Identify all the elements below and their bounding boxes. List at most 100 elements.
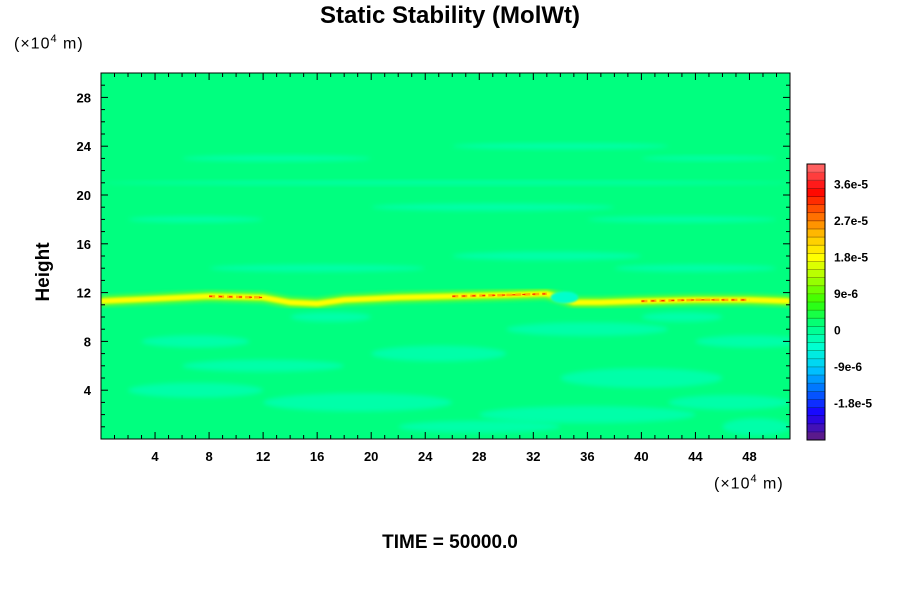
x-tick-label: 40 xyxy=(634,449,648,464)
colorbar-segment xyxy=(807,261,825,271)
colorbar-label: 3.6e-5 xyxy=(834,177,868,191)
colorbar-segment xyxy=(807,302,825,311)
negative-patch xyxy=(479,406,696,424)
colorbar-segment xyxy=(807,204,825,214)
colorbar-segment xyxy=(807,431,825,441)
colorbar-frame xyxy=(806,163,826,441)
colorbar-segment xyxy=(807,180,825,189)
y-mult-unit: m) xyxy=(57,35,84,53)
x-tick-label: 12 xyxy=(256,449,270,464)
band-peak xyxy=(452,293,547,297)
colorbar-segment xyxy=(807,277,825,287)
negative-patch xyxy=(290,312,372,322)
negative-gap xyxy=(550,291,579,304)
y-mult-prefix: (×10 xyxy=(14,35,51,53)
y-tick-label: 16 xyxy=(77,237,91,252)
negative-patch xyxy=(128,382,264,398)
colorbar-label: -1.8e-5 xyxy=(834,396,872,410)
y-tick-label: 12 xyxy=(77,286,91,301)
x-mult-prefix: (×10 xyxy=(714,475,751,493)
negative-patch xyxy=(371,345,507,362)
colorbar-segment xyxy=(807,399,825,409)
colorbar-segment xyxy=(807,350,825,360)
colorbar-segment xyxy=(807,375,825,384)
negative-patch xyxy=(668,395,790,410)
x-tick-label: 48 xyxy=(742,449,756,464)
x-tick-label: 32 xyxy=(526,449,540,464)
negative-patch xyxy=(141,335,250,348)
colorbar-segment xyxy=(807,326,825,335)
negative-patch xyxy=(452,143,669,150)
colorbar-segment xyxy=(807,269,825,279)
y-tick-label: 8 xyxy=(84,334,91,349)
negative-patch xyxy=(182,359,345,372)
colorbar-segment xyxy=(807,415,825,425)
colorbar-segment xyxy=(807,164,825,173)
colorbar-segment xyxy=(807,212,825,222)
heatmap-field xyxy=(101,143,790,436)
x-tick-label: 36 xyxy=(580,449,594,464)
colorbar-label: 1.8e-5 xyxy=(834,250,868,264)
band-peak xyxy=(641,299,750,302)
y-mult-exponent: 4 xyxy=(50,33,58,45)
negative-patch xyxy=(722,418,790,436)
y-tick-label: 28 xyxy=(77,90,91,105)
negative-patch xyxy=(695,335,790,348)
band-core xyxy=(209,295,264,299)
negative-patch xyxy=(128,216,264,223)
colorbar-segment xyxy=(807,245,825,254)
x-tick-label: 44 xyxy=(688,449,703,464)
negative-patch xyxy=(182,155,372,162)
colorbar-segment xyxy=(807,391,825,400)
negative-patch xyxy=(506,322,669,336)
colorbar-segment xyxy=(807,334,825,344)
colorbar-segment xyxy=(807,196,825,206)
negative-patch xyxy=(614,264,777,272)
colorbar-label: -9e-6 xyxy=(834,360,862,374)
colorbar: 3.6e-5 2.7e-5 1.8e-5 9e-6 0 -9e-6 -1.8e-5 xyxy=(806,163,872,441)
negative-patch xyxy=(452,251,642,261)
colorbar-label: 9e-6 xyxy=(834,287,858,301)
x-tick-label: 4 xyxy=(151,449,159,464)
colorbar-segment xyxy=(807,293,825,303)
x-tick-label: 28 xyxy=(472,449,486,464)
colorbar-segment xyxy=(807,318,825,327)
colorbar-segment xyxy=(807,310,825,319)
x-axis-multiplier: (×104 m) xyxy=(714,473,784,493)
negative-patch xyxy=(263,393,453,412)
negative-patch xyxy=(209,264,426,272)
colorbar-segment xyxy=(807,383,825,392)
chart-title: Static Stability (MolWt) xyxy=(320,2,580,29)
y-axis-ticks: 4 8 12 16 20 24 28 xyxy=(77,72,790,440)
colorbar-segment xyxy=(807,407,825,417)
y-tick-label: 24 xyxy=(77,139,92,154)
colorbar-segment xyxy=(807,358,825,368)
negative-patch xyxy=(398,420,561,433)
negative-patch xyxy=(560,368,723,388)
colorbar-label: 2.7e-5 xyxy=(834,214,868,228)
negative-patch xyxy=(101,180,790,185)
colorbar-segment xyxy=(807,228,825,238)
negative-patch xyxy=(641,155,777,161)
y-tick-label: 20 xyxy=(77,188,91,203)
y-tick-label: 4 xyxy=(84,383,92,398)
x-tick-label: 16 xyxy=(310,449,324,464)
colorbar-segment xyxy=(807,188,825,197)
colorbar-segment xyxy=(807,253,825,262)
colorbar-segment xyxy=(807,342,825,352)
negative-patch xyxy=(587,216,777,223)
x-tick-label: 24 xyxy=(418,449,433,464)
negative-patch xyxy=(641,312,723,322)
colorbar-segment xyxy=(807,423,825,433)
time-label: TIME = 50000.0 xyxy=(382,532,518,553)
x-tick-label: 8 xyxy=(205,449,212,464)
colorbar-segment xyxy=(807,237,825,246)
x-axis-ticks: 4 8 12 16 20 24 28 32 36 40 44 48 xyxy=(100,73,791,464)
x-mult-unit: m) xyxy=(757,475,784,493)
y-axis-multiplier: (×104 m) xyxy=(14,33,84,53)
colorbar-label: 0 xyxy=(834,323,841,337)
x-mult-exponent: 4 xyxy=(750,473,758,485)
negative-patch xyxy=(371,203,615,211)
colorbar-segment xyxy=(807,220,825,230)
